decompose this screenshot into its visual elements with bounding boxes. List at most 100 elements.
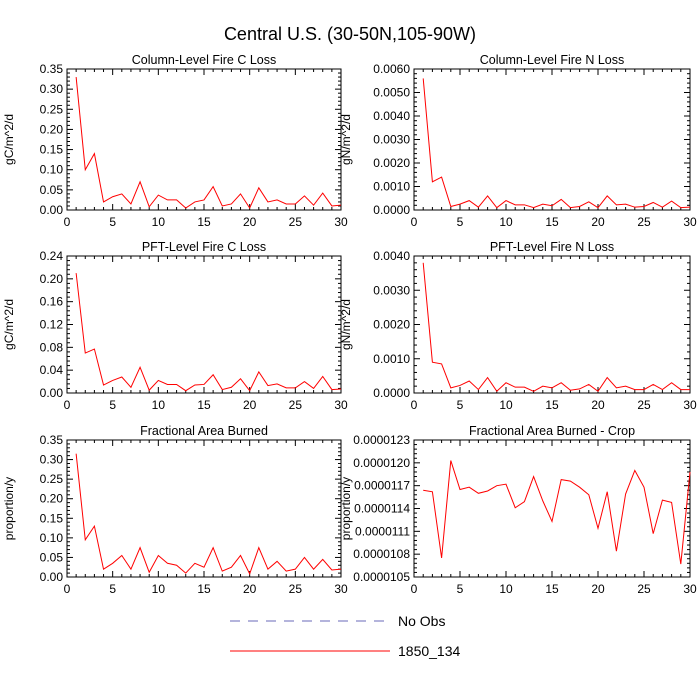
- x-tick-label: 10: [152, 398, 166, 412]
- x-tick-label: 10: [152, 215, 166, 229]
- x-tick-label: 25: [637, 582, 651, 596]
- x-tick-label: 5: [109, 215, 116, 229]
- y-tick-label: 0.0030: [373, 133, 410, 147]
- x-tick-label: 15: [197, 582, 211, 596]
- x-tick-label: 10: [499, 215, 513, 229]
- y-tick-label: 0.10: [40, 531, 64, 545]
- y-tick-label: 0.15: [40, 511, 64, 525]
- y-tick-label: 0.0020: [373, 156, 410, 170]
- series-line: [75, 273, 342, 392]
- x-tick-label: 10: [499, 582, 513, 596]
- y-tick-label: 0.00: [40, 570, 64, 584]
- x-tick-label: 20: [243, 582, 257, 596]
- chart-panel-5: 0 5 10 15 20 25 30 0.00 0.05 0.10 0.15 0.20 0.25 0.30…: [2, 424, 348, 596]
- x-tick-label: 10: [499, 398, 513, 412]
- y-tick-label: 0.0000105: [353, 570, 410, 584]
- x-tick-label: 30: [334, 215, 348, 229]
- y-tick-label: 0.0000117: [354, 479, 410, 493]
- y-tick-label: 0.15: [40, 143, 64, 157]
- y-axis-label: gN/m^2/d: [339, 299, 353, 350]
- chart-panel-6: 0 5 10 15 20 25 30 0.0000105 0.0000108 0.0000111 0…: [339, 424, 697, 596]
- y-tick-label: 0.35: [40, 62, 64, 76]
- x-tick-label: 5: [457, 215, 464, 229]
- figure-title: Central U.S. (30-50N,105-90W): [224, 24, 476, 44]
- chart-panel-2: 0 5 10 15 20 25 30 0.0000 0.0010 0.0020 0.0030 0.00…: [339, 53, 697, 229]
- x-tick-label: 0: [411, 215, 418, 229]
- x-tick-label: 20: [591, 215, 605, 229]
- y-tick-label: 0.08: [40, 340, 64, 354]
- y-tick-label: 0.0000: [373, 386, 410, 400]
- chart-panel-4: 0 5 10 15 20 25 30 0.0000 0.0010 0.0020 0.0030 0.00…: [339, 240, 697, 412]
- x-tick-label: 0: [64, 215, 71, 229]
- x-tick-label: 20: [243, 215, 257, 229]
- panel-title: PFT-Level Fire C Loss: [142, 240, 266, 254]
- legend-label-1: No Obs: [398, 613, 445, 629]
- y-tick-label: 0.00: [40, 203, 64, 217]
- x-tick-label: 20: [591, 398, 605, 412]
- x-tick-label: 0: [411, 398, 418, 412]
- plot-frame: [413, 255, 691, 394]
- x-tick-label: 30: [334, 582, 348, 596]
- x-tick-label: 15: [545, 582, 559, 596]
- x-tick-label: 5: [109, 398, 116, 412]
- x-tick-label: 30: [683, 215, 697, 229]
- y-axis-label: proportion/y: [2, 477, 16, 540]
- y-tick-label: 0.0010: [373, 180, 410, 194]
- series-line: [422, 78, 691, 209]
- x-tick-label: 25: [637, 398, 651, 412]
- y-tick-label: 0.20: [40, 492, 64, 506]
- x-tick-label: 5: [109, 582, 116, 596]
- x-tick-label: 25: [637, 215, 651, 229]
- plot-frame: [66, 255, 342, 394]
- series-line: [422, 262, 690, 393]
- x-tick-label: 30: [683, 582, 697, 596]
- y-tick-label: 0.0040: [373, 249, 410, 263]
- x-tick-label: 25: [289, 215, 303, 229]
- x-tick-label: 25: [289, 398, 303, 412]
- x-tick-label: 0: [64, 398, 71, 412]
- x-tick-label: 20: [243, 398, 257, 412]
- y-tick-label: 0.25: [40, 102, 64, 116]
- y-tick-label: 0.30: [40, 453, 64, 467]
- y-tick-label: 0.12: [40, 318, 64, 332]
- y-tick-label: 0.04: [40, 363, 64, 377]
- y-tick-label: 0.0060: [373, 62, 410, 76]
- x-tick-label: 15: [545, 398, 559, 412]
- y-tick-label: 0.20: [40, 272, 64, 286]
- legend-label-2: 1850_134: [398, 643, 461, 659]
- series-line: [423, 460, 691, 565]
- plot-frame: [413, 68, 691, 211]
- x-tick-label: 15: [545, 215, 559, 229]
- panel-title: Column-Level Fire N Loss: [480, 53, 625, 67]
- y-axis-label: gN/m^2/d: [339, 114, 353, 165]
- x-tick-label: 5: [457, 398, 464, 412]
- y-tick-label: 0.05: [40, 550, 64, 564]
- x-tick-label: 15: [197, 398, 211, 412]
- chart-panel-1: 0 5 10 15 20 25 30 0.00 0.05 0.10 0.15 0.20 0.25 0.30…: [2, 53, 348, 229]
- panel-title: Fractional Area Burned: [140, 424, 268, 438]
- legend: No Obs 1850_134: [230, 613, 461, 659]
- series-line: [75, 453, 342, 576]
- panel-title: PFT-Level Fire N Loss: [490, 240, 614, 254]
- y-tick-label: 0.20: [40, 122, 64, 136]
- y-tick-label: 0.0000114: [354, 502, 410, 516]
- y-axis-label: gC/m^2/d: [2, 114, 16, 165]
- x-tick-label: 0: [411, 582, 418, 596]
- y-axis-label: proportion/y: [339, 477, 353, 540]
- y-tick-label: 0.00: [40, 386, 64, 400]
- chart-panel-3: 0 5 10 15 20 25 30 0.00 0.04 0.08 0.12 0.16 0.20 0.24…: [2, 240, 348, 412]
- panels-group: 0 5 10 15 20 25 30 0.00 0.05 0.10 0.15 0.20 0.25 0.30…: [2, 53, 697, 596]
- y-tick-label: 0.25: [40, 472, 64, 486]
- y-tick-label: 0.0050: [373, 86, 410, 100]
- panel-title: Column-Level Fire C Loss: [132, 53, 277, 67]
- y-axis-label: gC/m^2/d: [2, 299, 16, 350]
- y-tick-label: 0.0000123: [353, 433, 410, 447]
- x-tick-label: 20: [591, 582, 605, 596]
- y-tick-label: 0.10: [40, 163, 64, 177]
- panel-title: Fractional Area Burned - Crop: [469, 424, 635, 438]
- y-tick-label: 0.0000120: [353, 456, 410, 470]
- plot-frame: [66, 68, 342, 211]
- y-tick-label: 0.35: [40, 433, 64, 447]
- x-tick-label: 30: [334, 398, 348, 412]
